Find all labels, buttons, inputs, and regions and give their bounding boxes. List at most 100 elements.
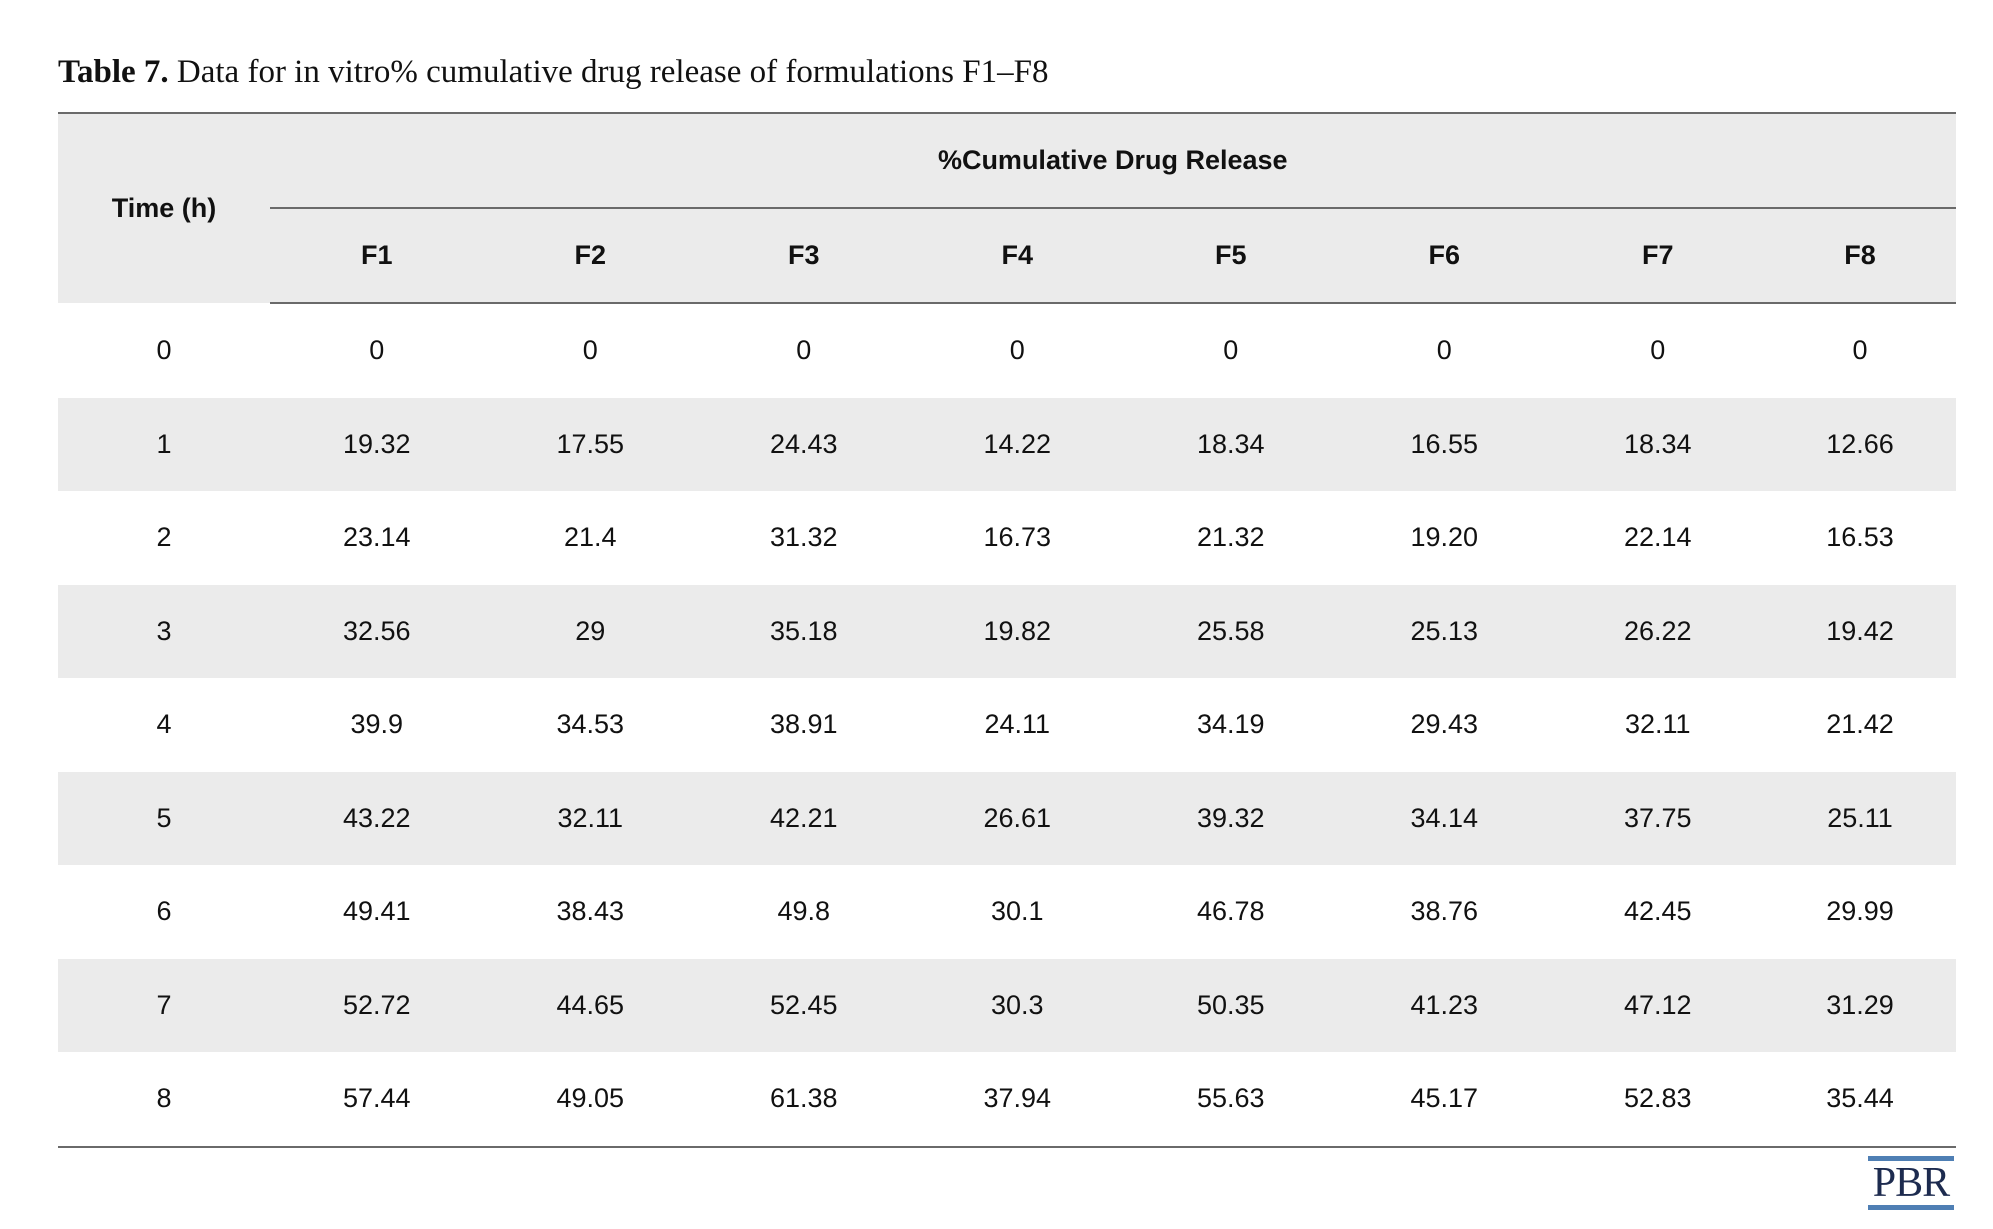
release-value-cell: 41.23 (1337, 958, 1551, 1052)
release-value-cell: 31.32 (769, 522, 838, 553)
time-cell: 2 (156, 522, 172, 553)
release-value-cell: 52.83 (1551, 1052, 1765, 1148)
release-value-cell: 21.4 (563, 522, 617, 553)
release-value-cell: 38.43 (556, 896, 625, 927)
time-cell: 3 (58, 584, 270, 678)
release-value-cell: 49.41 (342, 896, 411, 927)
time-cell: 0 (156, 334, 172, 365)
table-body: 0 0 0 0 0 0 0 0 0 1 19.32 17.55 24.43 14.22 18.34 16.55… (58, 303, 1956, 1148)
table-row: 7 52.72 44.65 52.45 30.3 50.35 41.23 47.12 31.29 (58, 958, 1956, 1052)
release-value-cell: 49.8 (777, 896, 831, 927)
table-row: 5 43.22 32.11 42.21 26.61 39.32 34.14 37.75 25.1… (58, 771, 1956, 865)
formulation-header-f8: F8 (1764, 208, 1956, 304)
release-value-cell: 32.11 (483, 771, 697, 865)
table-row: 0 0 0 0 0 0 0 0 0 (58, 303, 1956, 398)
release-value-cell: 57.44 (270, 1052, 484, 1148)
release-value-cell: 34.19 (1196, 709, 1265, 740)
release-value-cell: 34.53 (556, 709, 625, 740)
formulation-header-f6: F6 (1337, 208, 1551, 304)
formulation-header-row: F1 F2 F3 F4 F5 F6 F7 F8 (58, 208, 1956, 304)
release-value-cell: 0 (369, 335, 385, 366)
release-value-cell: 37.94 (910, 1052, 1124, 1148)
pbr-logo: PBR (1868, 1156, 1954, 1210)
release-value-cell: 26.22 (1551, 584, 1765, 678)
release-value-cell: 39.32 (1124, 771, 1338, 865)
release-value-cell: 52.72 (270, 958, 484, 1052)
time-cell: 5 (58, 771, 270, 865)
formulation-header-f4: F4 (910, 208, 1124, 304)
release-value-cell: 26.61 (910, 771, 1124, 865)
release-value-cell: 52.45 (697, 958, 911, 1052)
release-value-cell: 0 (1852, 335, 1868, 366)
release-value-cell: 29.99 (1826, 896, 1894, 927)
release-value-cell: 49.05 (483, 1052, 697, 1148)
time-cell: 4 (156, 709, 172, 740)
release-value-cell: 44.65 (483, 958, 697, 1052)
formulation-header-f2: F2 (483, 208, 697, 304)
table-caption-text: Data for in vitro% cumulative drug relea… (176, 54, 1049, 90)
time-cell: 6 (156, 896, 172, 927)
release-value-cell: 14.22 (910, 397, 1124, 491)
formulation-header-f7: F7 (1551, 208, 1765, 304)
release-value-cell: 0 (1650, 335, 1666, 366)
release-value-cell: 21.42 (1826, 709, 1894, 740)
release-value-cell: 25.58 (1124, 584, 1338, 678)
release-value-cell: 42.21 (697, 771, 911, 865)
table-header: Time (h) %Cumulative Drug Release F1 F2 F3… (58, 112, 1956, 304)
release-value-cell: 17.55 (483, 397, 697, 491)
release-value-cell: 0 (1436, 335, 1452, 366)
release-value-cell: 0 (1009, 335, 1025, 366)
release-value-cell: 21.32 (1196, 522, 1265, 553)
table-row: 6 49.41 38.43 49.8 30.1 46.78 38.76 42.45 29.99 (58, 865, 1956, 959)
table-row: 8 57.44 49.05 61.38 37.94 55.63 45.17 52.83 35.4… (58, 1052, 1956, 1148)
release-value-cell: 24.43 (697, 397, 911, 491)
time-cell: 1 (58, 397, 270, 491)
release-value-cell: 22.14 (1623, 522, 1692, 553)
release-value-cell: 39.9 (350, 709, 404, 740)
release-value-cell: 19.82 (910, 584, 1124, 678)
release-value-cell: 12.66 (1764, 397, 1956, 491)
table-row: 2 23.14 21.4 31.32 16.73 21.32 19.20 22.14 16.53 (58, 491, 1956, 585)
release-value-cell: 23.14 (342, 522, 411, 553)
release-value-cell: 29 (483, 584, 697, 678)
release-value-cell: 35.18 (697, 584, 911, 678)
release-value-cell: 25.13 (1337, 584, 1551, 678)
table-caption-label: Table 7. (58, 54, 169, 90)
release-value-cell: 31.29 (1764, 958, 1956, 1052)
time-cell: 7 (58, 958, 270, 1052)
release-value-cell: 16.55 (1337, 397, 1551, 491)
release-value-cell: 19.32 (270, 397, 484, 491)
table-row: 3 32.56 29 35.18 19.82 25.58 25.13 26.22 19.42 (58, 584, 1956, 678)
release-value-cell: 30.1 (990, 896, 1044, 927)
release-value-cell: 16.73 (983, 522, 1052, 553)
release-value-cell: 18.34 (1551, 397, 1765, 491)
release-value-cell: 16.53 (1826, 522, 1894, 553)
formulation-header-f3: F3 (697, 208, 911, 304)
release-value-cell: 38.76 (1410, 896, 1479, 927)
release-value-cell: 19.20 (1410, 522, 1479, 553)
release-value-cell: 61.38 (697, 1052, 911, 1148)
release-value-cell: 47.12 (1551, 958, 1765, 1052)
release-value-cell: 43.22 (270, 771, 484, 865)
release-value-cell: 0 (1223, 335, 1239, 366)
release-value-cell: 24.11 (984, 709, 1051, 740)
table-row: 1 19.32 17.55 24.43 14.22 18.34 16.55 18.34 12.6… (58, 397, 1956, 491)
cumulative-release-group-header: %Cumulative Drug Release (270, 112, 1956, 209)
release-value-cell: 50.35 (1124, 958, 1338, 1052)
formulation-header-f1: F1 (270, 208, 484, 304)
release-value-cell: 55.63 (1124, 1052, 1338, 1148)
release-value-cell: 45.17 (1337, 1052, 1551, 1148)
time-column-header: Time (h) (58, 112, 270, 303)
release-value-cell: 32.11 (1624, 709, 1691, 740)
release-value-cell: 18.34 (1124, 397, 1338, 491)
release-value-cell: 38.91 (769, 709, 838, 740)
release-value-cell: 30.3 (910, 958, 1124, 1052)
release-value-cell: 46.78 (1196, 896, 1265, 927)
formulation-header-f5: F5 (1124, 208, 1338, 304)
release-value-cell: 25.11 (1764, 771, 1956, 865)
drug-release-table: Time (h) %Cumulative Drug Release F1 F2 F3… (58, 112, 1956, 1148)
release-value-cell: 19.42 (1764, 584, 1956, 678)
release-value-cell: 37.75 (1551, 771, 1765, 865)
release-value-cell: 35.44 (1764, 1052, 1956, 1148)
table-row: 4 39.9 34.53 38.91 24.11 34.19 29.43 32.11 21.42 (58, 678, 1956, 772)
